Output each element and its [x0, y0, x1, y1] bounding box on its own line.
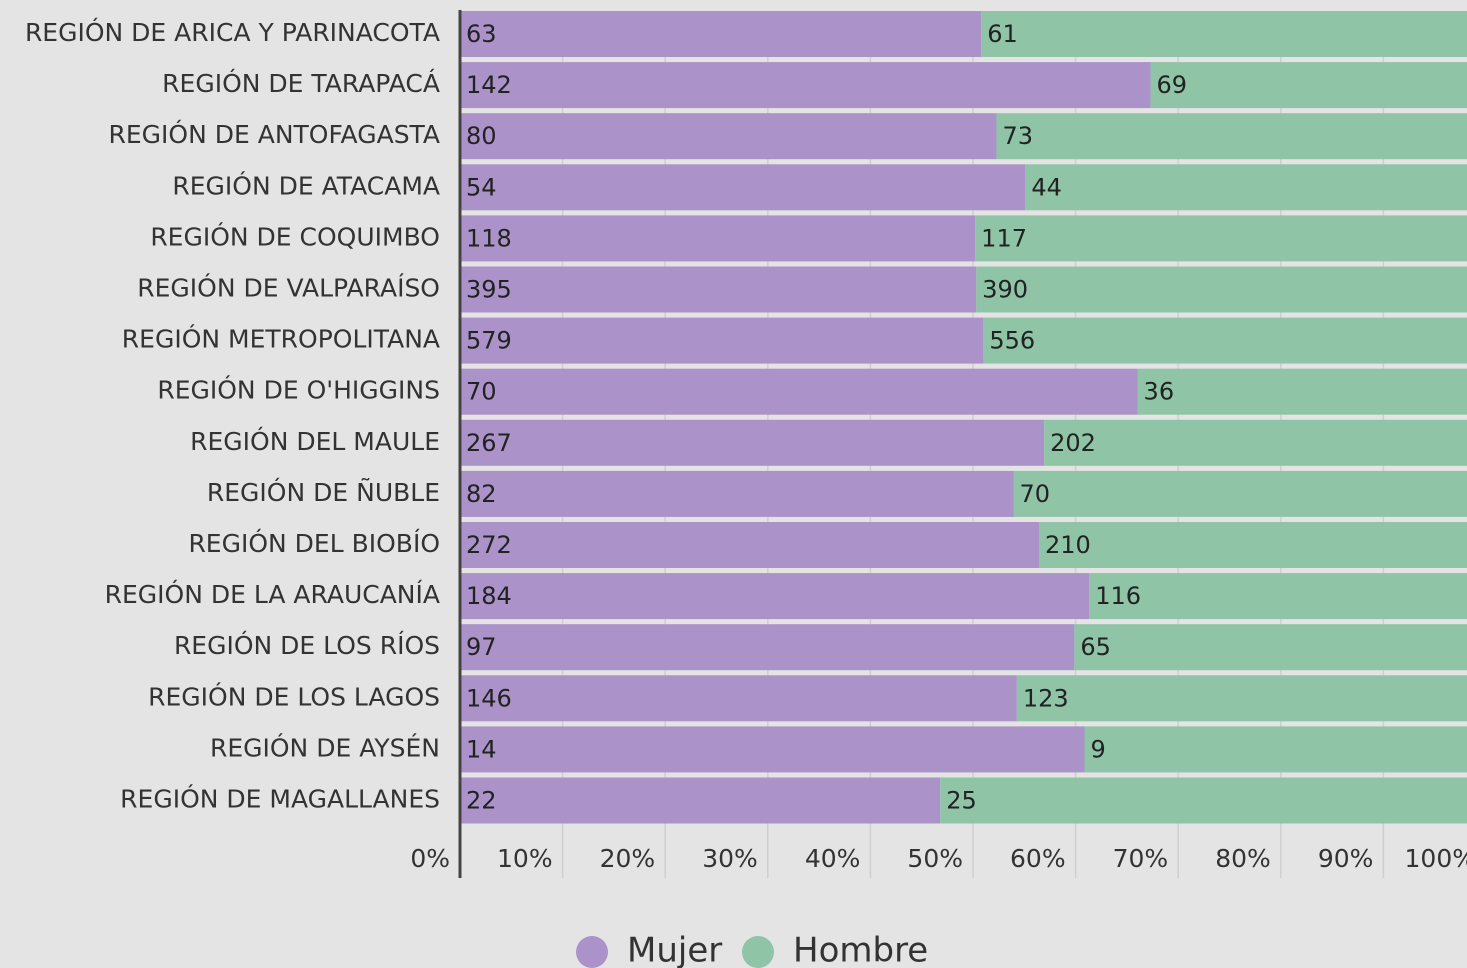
data-label: 70 — [466, 378, 497, 406]
data-label: 210 — [1045, 531, 1091, 559]
x-tick-label: 90% — [1318, 844, 1374, 873]
legend-swatch — [742, 936, 774, 968]
bar-segment — [983, 317, 1467, 364]
x-tick-label: 50% — [907, 844, 963, 873]
y-tick-label: REGIÓN DEL BIOBÍO — [188, 528, 440, 558]
x-tick-label: 40% — [805, 844, 861, 873]
x-tick-label: 0% — [410, 844, 450, 873]
y-tick-label: REGIÓN METROPOLITANA — [122, 324, 440, 354]
bar-segment — [460, 522, 1039, 568]
data-label: 63 — [466, 20, 497, 48]
bar-segment — [1044, 419, 1467, 466]
y-tick-label: REGIÓN DE COQUIMBO — [150, 221, 440, 251]
bar-segment — [460, 266, 977, 313]
y-tick-label: REGIÓN DE LOS LAGOS — [148, 681, 440, 711]
data-label: 556 — [989, 327, 1035, 355]
bar-segment — [1074, 624, 1467, 671]
data-label: 97 — [466, 633, 497, 661]
y-tick-label: REGIÓN DE O'HIGGINS — [157, 375, 440, 405]
data-label: 272 — [466, 531, 512, 559]
y-tick-label: REGIÓN DEL MAULE — [190, 426, 440, 456]
data-label: 25 — [946, 787, 977, 815]
y-tick-label: REGIÓN DE ÑUBLE — [207, 477, 440, 507]
bar-segment — [460, 573, 1090, 620]
data-label: 80 — [466, 122, 497, 150]
legend-label: Mujer — [627, 931, 722, 968]
data-label: 22 — [466, 787, 497, 815]
x-tick-label: 80% — [1215, 844, 1271, 873]
data-label: 184 — [466, 582, 512, 610]
bar-segment — [460, 419, 1045, 466]
bar-segment — [460, 777, 941, 824]
y-tick-label: REGIÓN DE ATACAMA — [172, 170, 440, 200]
data-label: 69 — [1156, 71, 1187, 99]
bar-segment — [460, 113, 997, 160]
bar-segment — [1025, 164, 1467, 211]
x-tick-label: 20% — [600, 844, 656, 873]
x-tick-label: 60% — [1010, 844, 1066, 873]
x-tick-label: 10% — [497, 844, 553, 873]
x-tick-label: 100% — [1405, 844, 1467, 873]
data-label: 123 — [1023, 684, 1069, 712]
data-label: 142 — [466, 71, 512, 99]
data-label: 14 — [466, 735, 497, 763]
data-label: 118 — [466, 224, 512, 252]
bar-segment — [460, 470, 1014, 517]
bar-segment — [1137, 368, 1467, 415]
bar-segment — [460, 215, 976, 262]
bar-segment — [981, 11, 1467, 57]
y-tick-label: REGIÓN DE ANTOFAGASTA — [108, 119, 440, 149]
bar-segment — [1150, 62, 1467, 109]
x-tick-label: 30% — [702, 844, 758, 873]
data-label: 61 — [987, 20, 1018, 48]
data-label: 146 — [466, 684, 512, 712]
data-label: 9 — [1091, 735, 1106, 763]
data-label: 390 — [982, 276, 1028, 304]
bar-segment — [940, 777, 1467, 824]
bar-segment — [460, 675, 1017, 722]
bar-segment — [460, 62, 1151, 109]
bar-segment — [460, 726, 1085, 773]
bar-segment — [1084, 726, 1467, 773]
bar-segment — [1089, 573, 1467, 620]
y-tick-label: REGIÓN DE LOS RÍOS — [174, 630, 440, 660]
data-label: 116 — [1095, 582, 1141, 610]
data-label: 70 — [1020, 480, 1051, 508]
bar-segment — [976, 266, 1467, 313]
data-label: 44 — [1031, 173, 1062, 201]
x-tick-label: 70% — [1113, 844, 1169, 873]
y-tick-label: REGIÓN DE TARAPACÁ — [162, 68, 440, 98]
y-tick-label: REGIÓN DE LA ARAUCANÍA — [105, 579, 440, 609]
data-label: 117 — [981, 224, 1027, 252]
y-tick-label: REGIÓN DE VALPARAÍSO — [137, 273, 440, 303]
y-tick-label: REGIÓN DE MAGALLANES — [120, 784, 440, 814]
bar-segment — [460, 624, 1075, 671]
data-label: 65 — [1080, 633, 1111, 661]
data-label: 202 — [1050, 429, 1096, 457]
bar-segment — [1016, 675, 1467, 722]
data-label: 267 — [466, 429, 512, 457]
bar-segment — [1013, 470, 1467, 517]
y-tick-label: REGIÓN DE AYSÉN — [210, 732, 440, 762]
legend-label: Hombre — [793, 931, 928, 968]
bar-segment — [460, 317, 984, 364]
legend-swatch — [576, 936, 608, 968]
bar-segment — [460, 164, 1026, 211]
y-tick-label: REGIÓN DE ARICA Y PARINACOTA — [25, 17, 440, 47]
bar-segment — [996, 113, 1467, 160]
bar-segment — [1038, 522, 1467, 568]
data-label: 579 — [466, 327, 512, 355]
bar-segment — [460, 11, 982, 57]
bar-segment — [460, 368, 1138, 415]
bar-segment — [975, 215, 1467, 262]
data-label: 395 — [466, 276, 512, 304]
data-label: 36 — [1144, 378, 1175, 406]
data-label: 73 — [1002, 122, 1033, 150]
data-label: 54 — [466, 173, 497, 201]
data-label: 82 — [466, 480, 497, 508]
